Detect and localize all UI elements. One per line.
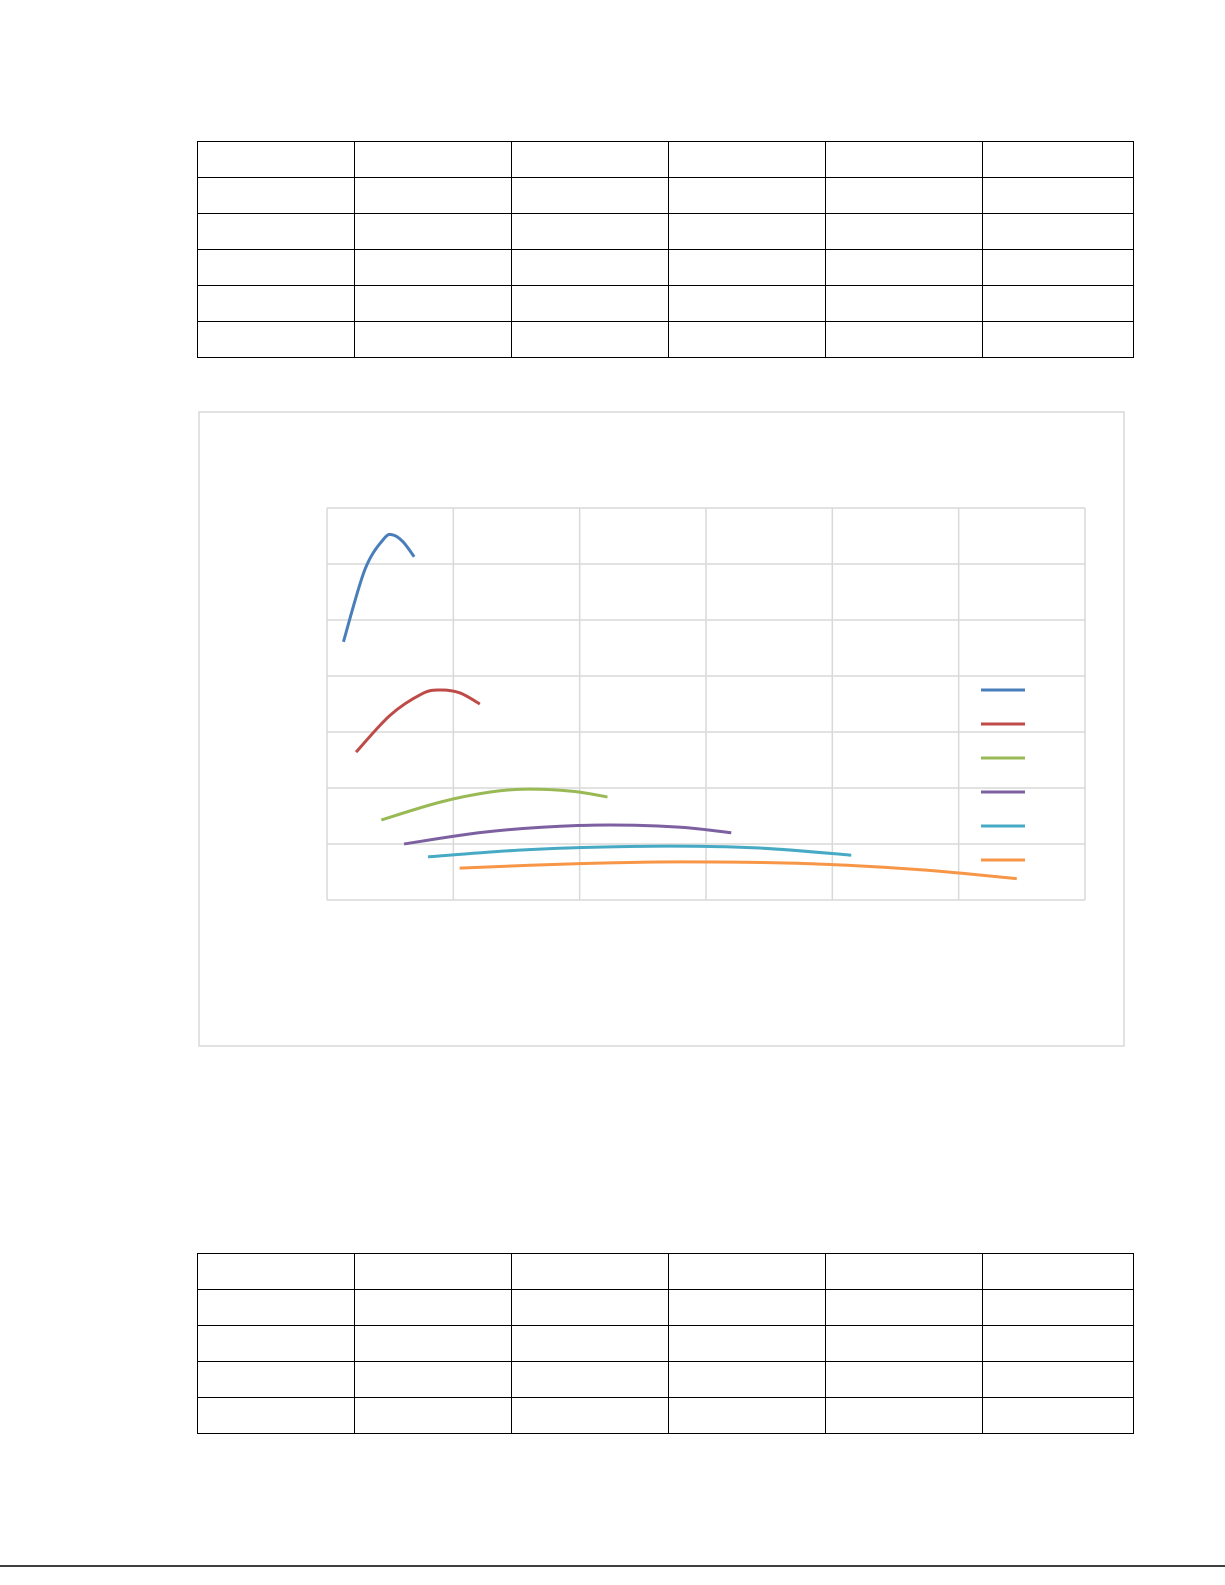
table-row: [197, 1289, 1134, 1326]
table: [197, 1253, 1134, 1434]
table-cell: [825, 1361, 983, 1398]
table-cell: [511, 249, 669, 286]
table-cell: [668, 213, 826, 250]
table-cell: [197, 1325, 355, 1362]
table-row: [197, 213, 1134, 250]
table: [197, 141, 1134, 358]
table-cell: [511, 1325, 669, 1362]
table-cell: [197, 1397, 355, 1434]
table-cell: [511, 1253, 669, 1290]
table-cell: [197, 1289, 355, 1326]
series-line: [459, 860, 1017, 881]
series-line: [354, 688, 481, 754]
table-cell: [982, 321, 1134, 358]
table-cell: [825, 1397, 983, 1434]
table-cell: [354, 213, 512, 250]
series-line: [403, 823, 732, 846]
table-cell: [825, 321, 983, 358]
table-cell: [668, 141, 826, 178]
table-cell: [511, 321, 669, 358]
table-cell: [825, 1325, 983, 1362]
table-cell: [197, 1253, 355, 1290]
table-cell: [511, 1289, 669, 1326]
table-cell: [511, 213, 669, 250]
table-cell: [354, 1289, 512, 1326]
table-cell: [982, 213, 1134, 250]
chart-frame: [198, 411, 1125, 1047]
series-line: [341, 532, 416, 643]
table-cell: [825, 249, 983, 286]
table-cell: [197, 285, 355, 322]
table-cell: [982, 285, 1134, 322]
table-cell: [668, 321, 826, 358]
table-cell: [354, 177, 512, 214]
table-cell: [354, 141, 512, 178]
table-cell: [354, 1325, 512, 1362]
table-cell: [982, 1253, 1134, 1290]
table-cell: [668, 1361, 826, 1398]
table-cell: [511, 177, 669, 214]
table-cell: [982, 1289, 1134, 1326]
table-cell: [197, 213, 355, 250]
table-cell: [825, 1289, 983, 1326]
table-cell: [982, 1361, 1134, 1398]
table-cell: [354, 1361, 512, 1398]
table-cell: [354, 285, 512, 322]
table-cell: [668, 177, 826, 214]
table-cell: [982, 177, 1134, 214]
table-cell: [511, 1361, 669, 1398]
table-cell: [982, 249, 1134, 286]
series-line: [427, 844, 852, 859]
table-row: [197, 1253, 1134, 1290]
table-cell: [354, 249, 512, 286]
table-cell: [511, 141, 669, 178]
table-cell: [197, 1361, 355, 1398]
table-cell: [825, 177, 983, 214]
table-row: [197, 1361, 1134, 1398]
table-cell: [668, 285, 826, 322]
table-cell: [354, 1397, 512, 1434]
table-cell: [668, 1325, 826, 1362]
table-row: [197, 321, 1134, 358]
table-row: [197, 141, 1134, 178]
table-cell: [668, 249, 826, 286]
table-cell: [511, 1397, 669, 1434]
table-cell: [668, 1397, 826, 1434]
table-cell: [825, 285, 983, 322]
table-cell: [668, 1253, 826, 1290]
table-row: [197, 1325, 1134, 1362]
table-cell: [982, 141, 1134, 178]
series-line: [380, 787, 608, 822]
table-cell: [197, 177, 355, 214]
table-cell: [668, 1289, 826, 1326]
table-row: [197, 285, 1134, 322]
table-cell: [197, 141, 355, 178]
table-cell: [982, 1397, 1134, 1434]
table-cell: [825, 213, 983, 250]
table-cell: [354, 321, 512, 358]
table-cell: [982, 1325, 1134, 1362]
table-cell: [825, 141, 983, 178]
table-row: [197, 249, 1134, 286]
table-cell: [197, 249, 355, 286]
table-cell: [197, 321, 355, 358]
table-row: [197, 177, 1134, 214]
table-cell: [354, 1253, 512, 1290]
table-cell: [511, 285, 669, 322]
table-cell: [825, 1253, 983, 1290]
table-row: [197, 1397, 1134, 1434]
